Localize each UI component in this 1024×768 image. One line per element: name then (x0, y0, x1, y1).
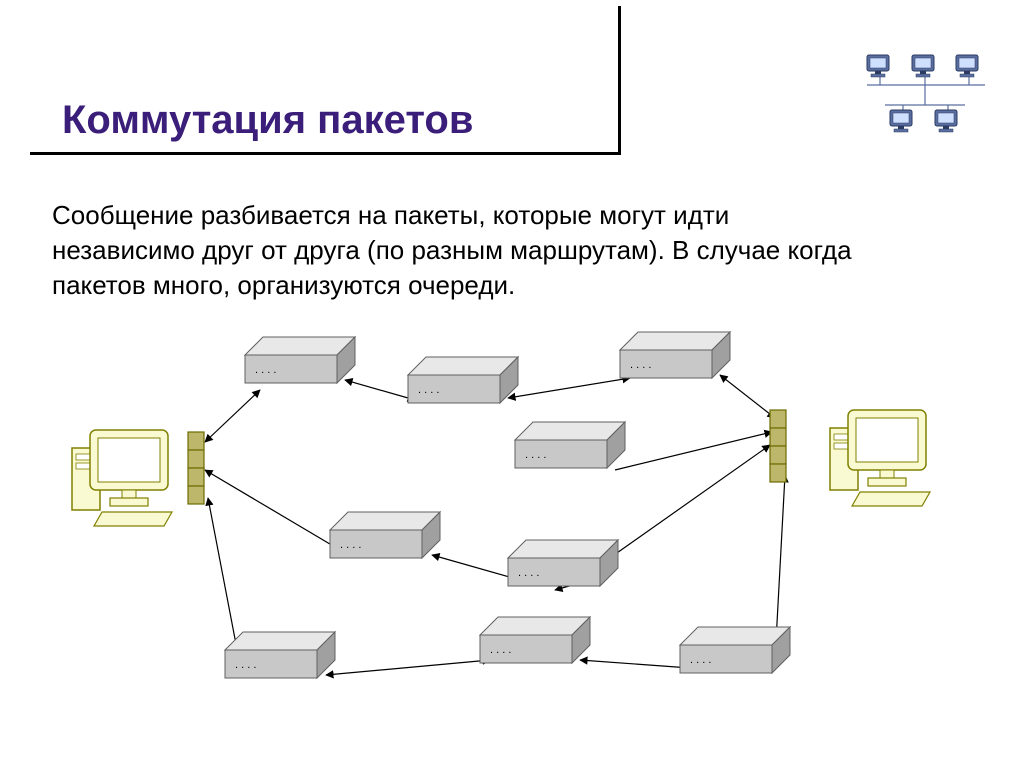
router-label: . . . . (690, 654, 711, 666)
router-label: . . . . (518, 567, 539, 579)
packet-switching-diagram: . . . . . . . . . . . . . . . . . . . . . . .… (0, 0, 1024, 768)
router-node: . . . . (508, 540, 618, 586)
router-label: . . . . (340, 539, 361, 551)
router-label: . . . . (255, 364, 276, 376)
router-node: . . . . (515, 422, 625, 468)
router-label: . . . . (630, 359, 651, 371)
packet-queue (770, 410, 786, 482)
router-node: . . . . (245, 337, 355, 383)
computer-icon (72, 430, 172, 526)
packet-queue (188, 432, 204, 504)
router-label: . . . . (525, 449, 546, 461)
router-node: . . . . (225, 632, 335, 678)
router-node: . . . . (680, 627, 790, 673)
router-label: . . . . (418, 384, 439, 396)
router-node: . . . . (620, 332, 730, 378)
computer-icon (830, 410, 930, 506)
router-node: . . . . (330, 512, 440, 558)
router-node: . . . . (480, 617, 590, 663)
router-label: . . . . (490, 644, 511, 656)
router-node: . . . . (408, 357, 518, 403)
router-label: . . . . (235, 659, 256, 671)
